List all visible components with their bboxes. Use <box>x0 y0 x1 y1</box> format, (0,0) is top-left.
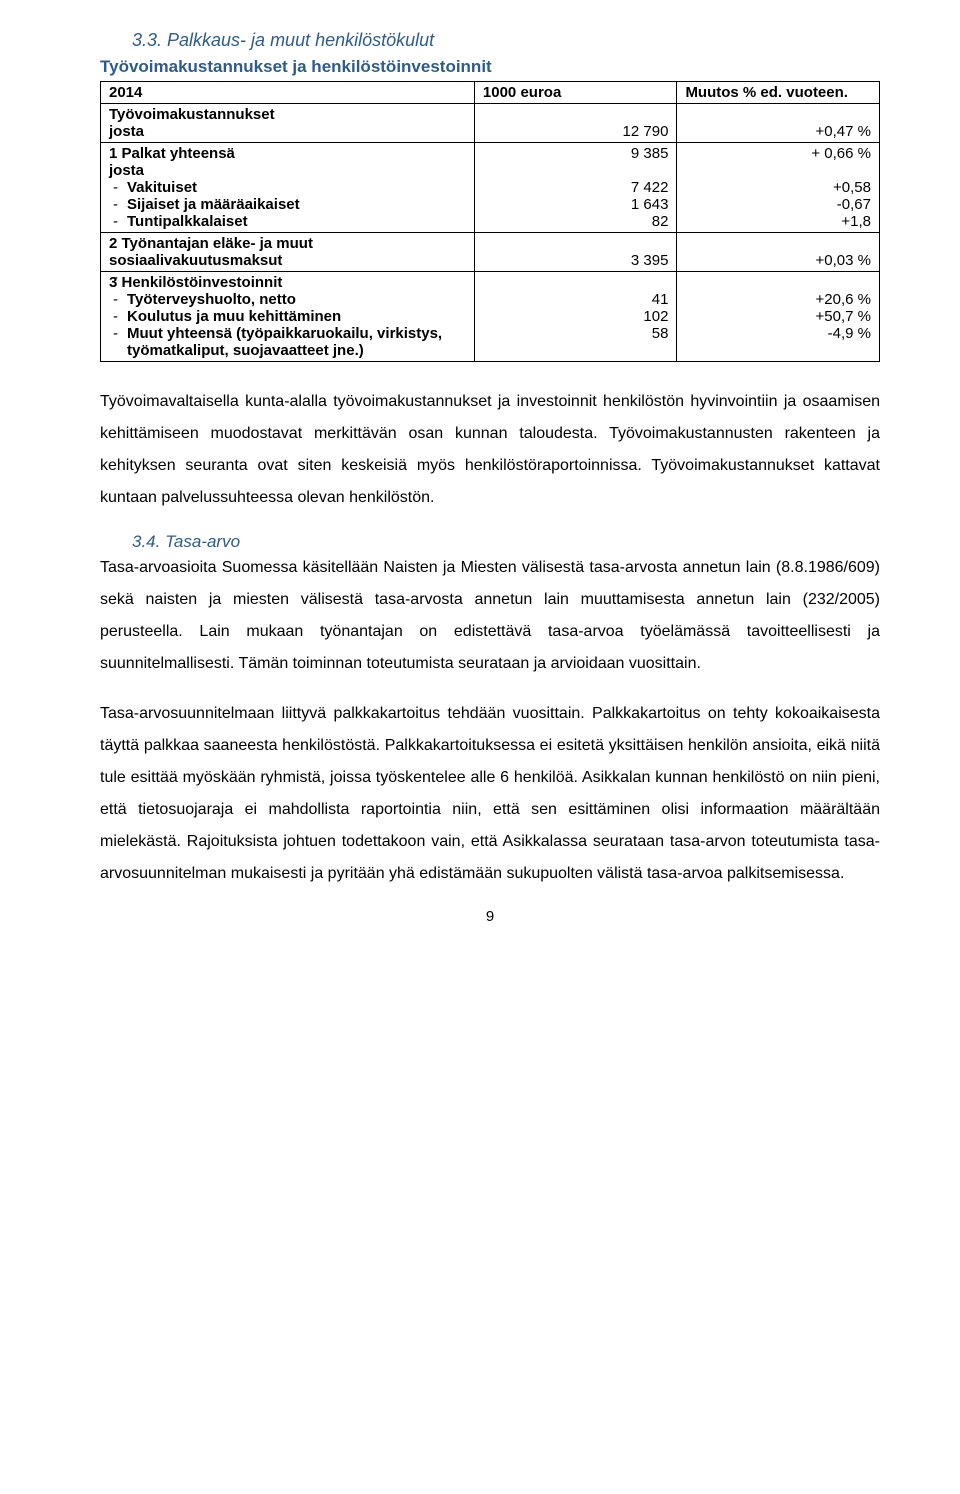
paragraph-equality-law: Tasa-arvoasioita Suomessa käsitellään Na… <box>100 552 880 680</box>
table-title: Työvoimakustannukset ja henkilöstöinvest… <box>100 57 880 77</box>
subitem-change: +1,8 <box>841 213 871 230</box>
header-change: Muutos % ed. vuoteen. <box>677 82 880 104</box>
paragraph-salary-survey: Tasa-arvosuunnitelmaan liittyvä palkkaka… <box>100 698 880 890</box>
subitem-value: 41 <box>652 291 669 308</box>
header-year: 2014 <box>101 82 475 104</box>
paragraph-workforce-costs: Työvoimavaltaisella kunta-alalla työvoim… <box>100 386 880 514</box>
row-value: 12 790 <box>623 123 669 140</box>
row-value: 9 385 <box>631 145 669 162</box>
section-3-4-heading: 3.4. Tasa-arvo <box>132 532 880 552</box>
table-row: 2 Työnantajan eläke- ja muut sosiaalivak… <box>101 233 880 272</box>
subitem-value: 82 <box>652 213 669 230</box>
table-row: 3 Henkilöstöinvestoinnit Työterveyshuolt… <box>101 272 880 362</box>
subitem-change: -4,9 % <box>828 325 871 342</box>
page-number: 9 <box>100 908 880 925</box>
section-3-3-heading: 3.3. Palkkaus- ja muut henkilöstökulut <box>132 30 880 51</box>
header-amount: 1000 euroa <box>474 82 677 104</box>
subitem-label: Koulutus ja muu kehittäminen <box>127 308 341 325</box>
subitem-value: 102 <box>643 308 668 325</box>
subitem-value: 1 643 <box>631 196 669 213</box>
subitem-change: -0,67 <box>837 196 871 213</box>
subitem-change: +20,6 % <box>816 291 871 308</box>
table-header-row: 2014 1000 euroa Muutos % ed. vuoteen. <box>101 82 880 104</box>
subitem-label: Työterveyshuolto, netto <box>127 291 296 308</box>
row-label: 1 Palkat yhteensä <box>109 145 235 162</box>
table-row: 1 Palkat yhteensä josta Vakituiset Sijai… <box>101 143 880 233</box>
subitem-value: 58 <box>652 325 669 342</box>
costs-table: 2014 1000 euroa Muutos % ed. vuoteen. Ty… <box>100 81 880 362</box>
row-sublabel: josta <box>109 123 144 140</box>
row-label: Työvoimakustannukset <box>109 106 275 123</box>
row-change: +0,03 % <box>816 252 871 269</box>
row-change: +0,47 % <box>816 123 871 140</box>
subitem-label: Muut yhteensä (työpaikkaruokailu, virkis… <box>127 325 442 359</box>
subitem-label: Tuntipalkkalaiset <box>127 213 248 230</box>
row-sublabel: josta <box>109 162 144 179</box>
row-value: 3 395 <box>631 252 669 269</box>
subitem-change: +0,58 <box>833 179 871 196</box>
row-label: 2 Työnantajan eläke- ja muut sosiaalivak… <box>109 235 313 269</box>
row-change: + 0,66 % <box>811 145 871 162</box>
subitem-change: +50,7 % <box>816 308 871 325</box>
subitem-label: Sijaiset ja määräaikaiset <box>127 196 300 213</box>
row-label: 3 Henkilöstöinvestoinnit <box>109 274 282 291</box>
table-row: Työvoimakustannukset josta 12 790 +0,47 … <box>101 104 880 143</box>
subitem-value: 7 422 <box>631 179 669 196</box>
subitem-label: Vakituiset <box>127 179 197 196</box>
